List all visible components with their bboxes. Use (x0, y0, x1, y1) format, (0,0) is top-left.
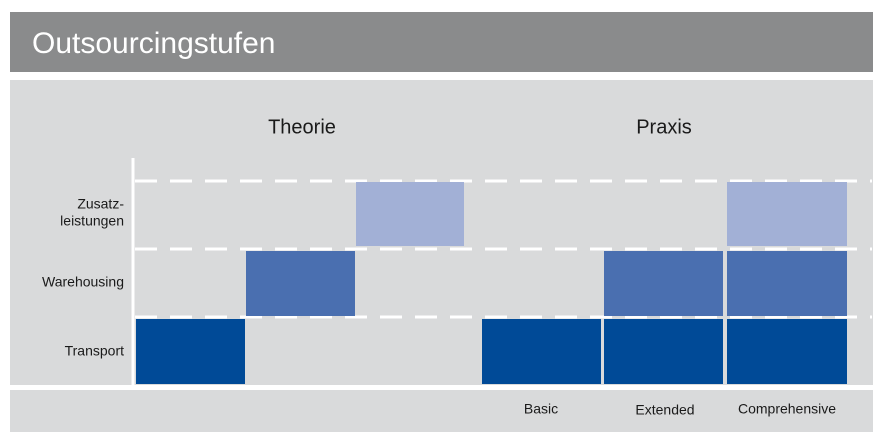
block-transport (727, 319, 847, 384)
block-transport (604, 319, 723, 384)
row-label: Warehousing (42, 274, 124, 290)
row-label: Transport (65, 343, 125, 359)
column-label: Comprehensive (738, 401, 836, 417)
row-label: leistungen (60, 213, 124, 229)
section-heading: Theorie (268, 116, 336, 138)
section-heading: Praxis (636, 116, 692, 138)
block-warehousing (604, 251, 723, 316)
column-label: Basic (524, 401, 558, 417)
block-zusatz (727, 182, 847, 246)
block-transport (482, 319, 601, 384)
block-zusatz (356, 182, 464, 246)
footer-panel (10, 390, 873, 432)
row-label: Zusatz- (77, 196, 124, 212)
title: Outsourcingstufen (32, 27, 275, 60)
header-bar (10, 12, 873, 72)
block-warehousing (246, 251, 355, 316)
block-warehousing (727, 251, 847, 316)
column-label: Extended (635, 402, 694, 418)
block-transport (136, 319, 245, 384)
